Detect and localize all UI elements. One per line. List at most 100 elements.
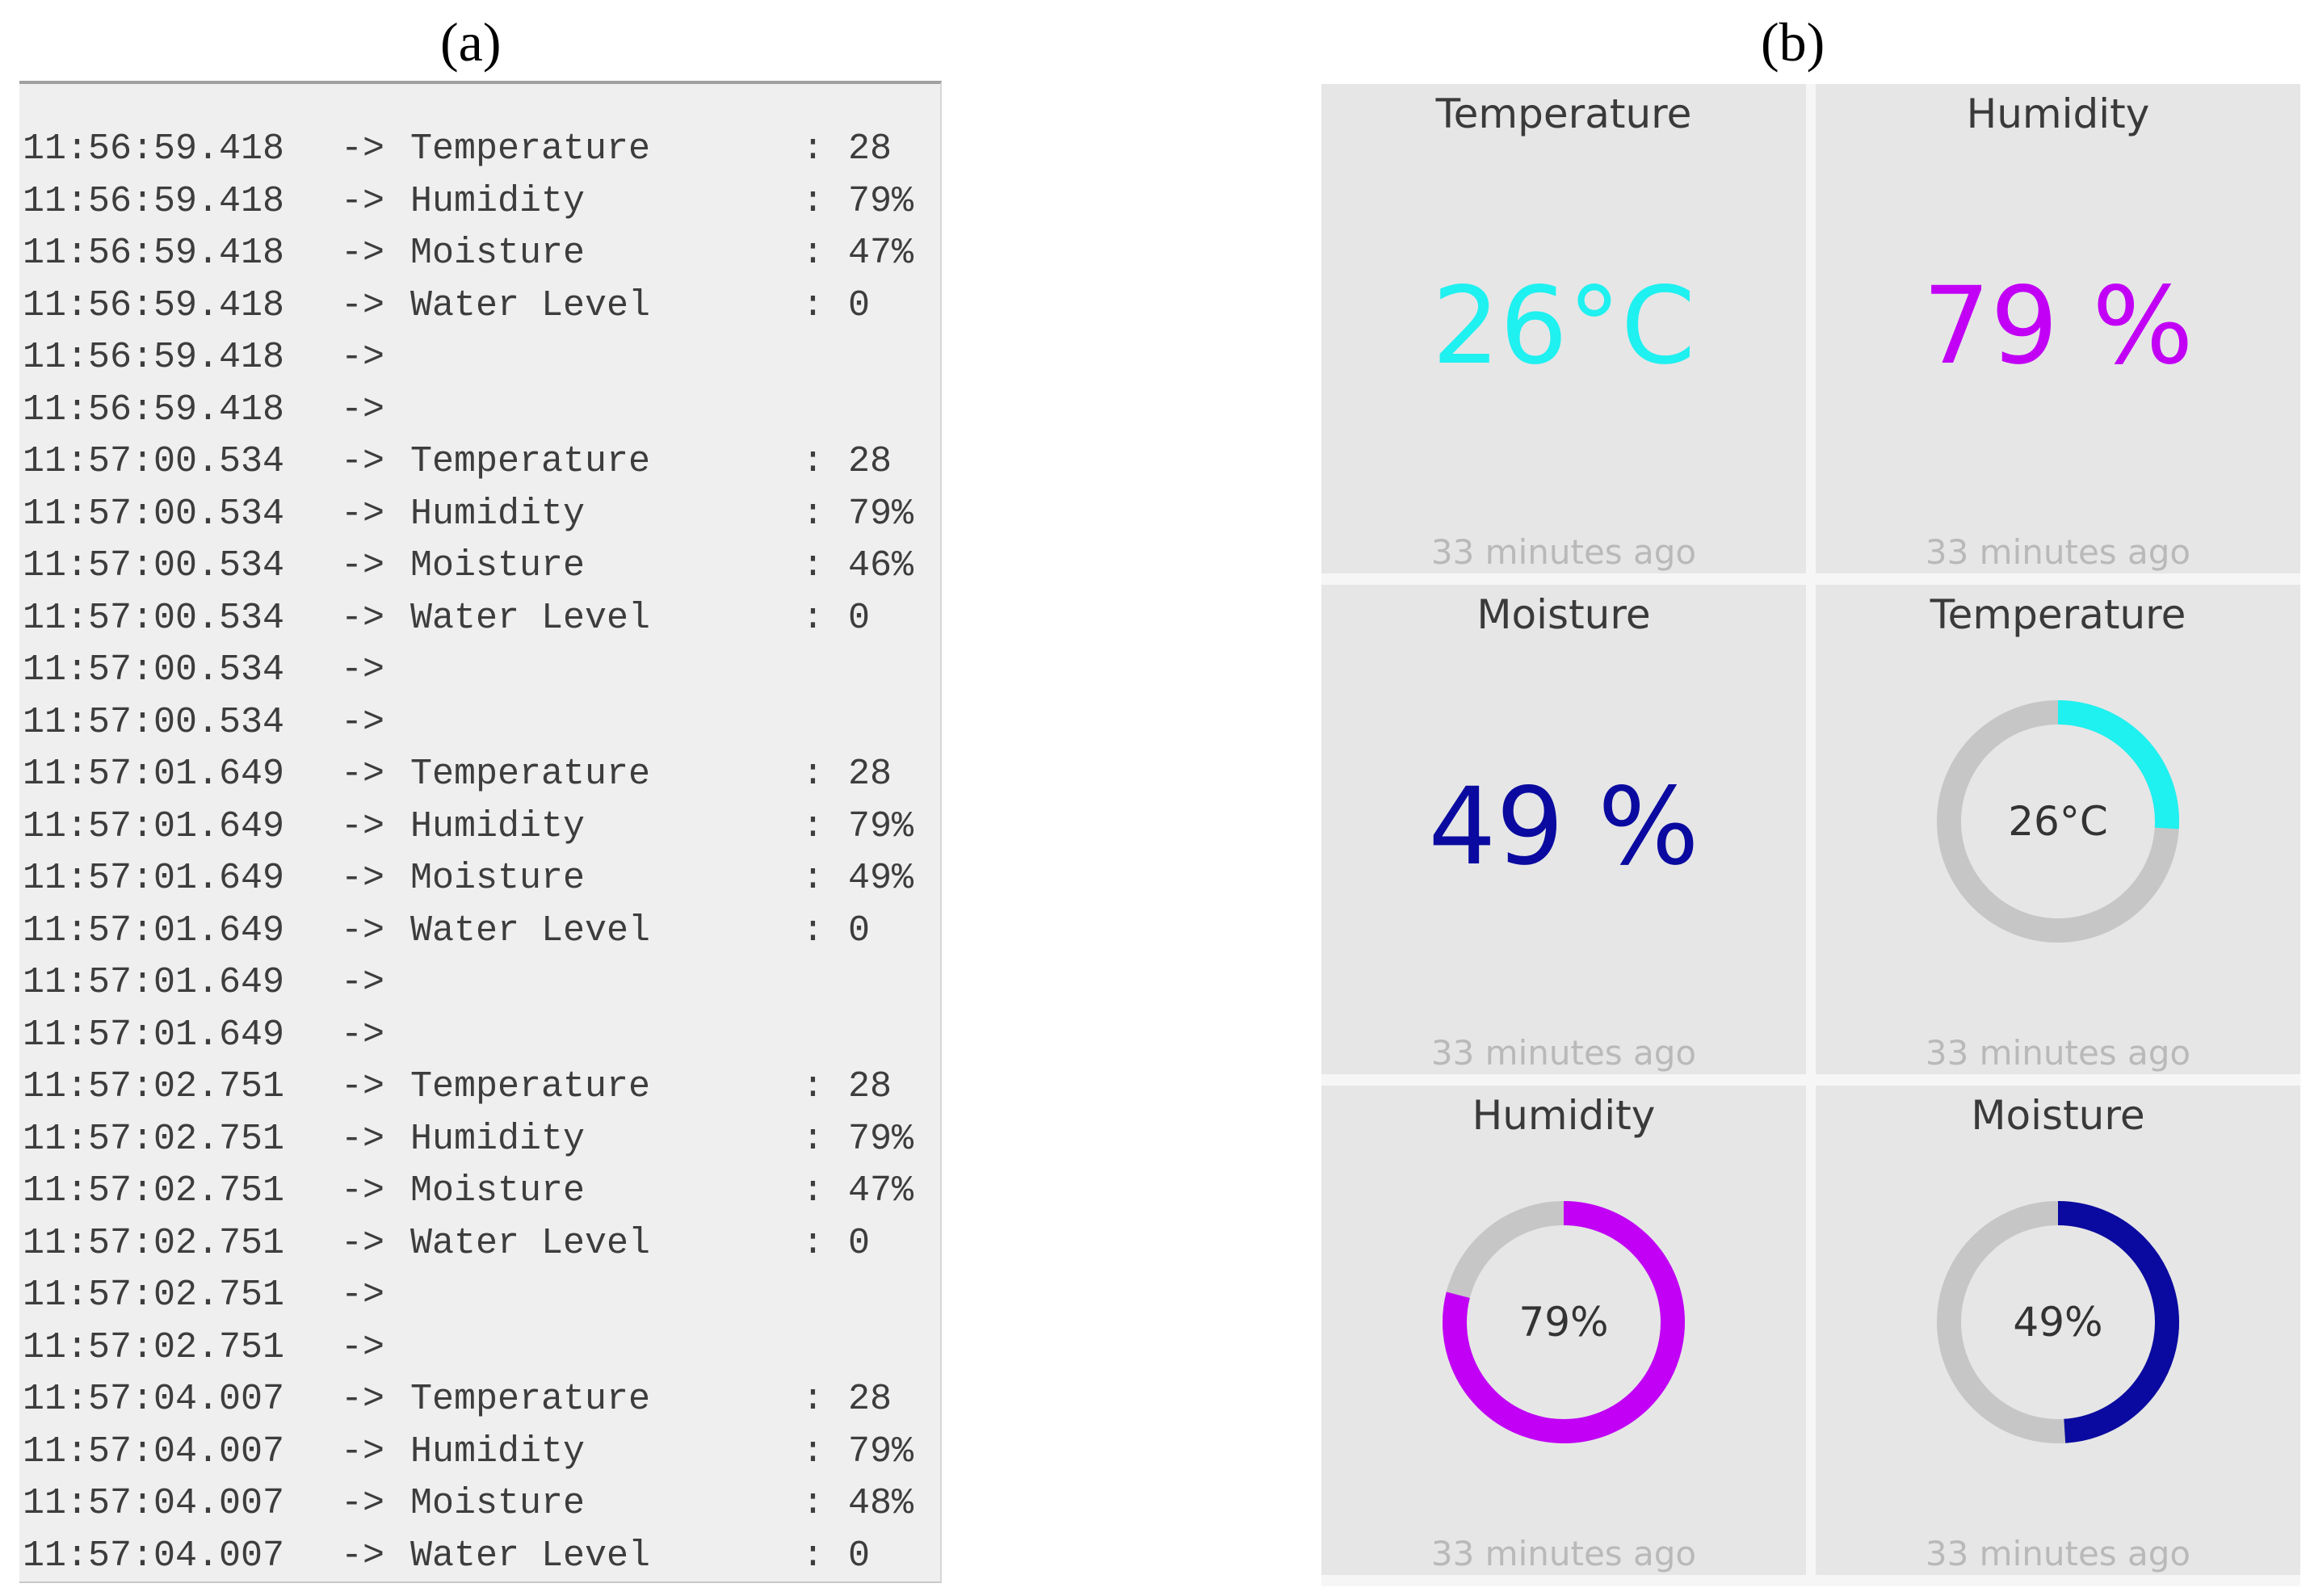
log-separator: :	[802, 1483, 825, 1524]
log-key: Humidity	[410, 1430, 586, 1472]
log-timestamp: 11:57:01.649	[23, 805, 285, 847]
log-key: Humidity	[410, 180, 586, 222]
log-separator: :	[802, 1170, 825, 1212]
log-value: 0	[848, 1222, 871, 1264]
log-separator: :	[802, 493, 825, 535]
log-arrow: ->	[341, 233, 385, 274]
log-arrow: ->	[341, 1118, 385, 1160]
log-timestamp: 11:57:04.007	[23, 1483, 285, 1524]
log-separator: :	[802, 128, 825, 170]
last-updated-text: 33 minutes ago	[1430, 532, 1697, 572]
humidity-donut-gauge	[1443, 1201, 1685, 1443]
log-separator: :	[802, 233, 825, 274]
log-arrow: ->	[341, 1222, 385, 1264]
log-separator: :	[802, 1222, 825, 1264]
gauge-value-label: 79%	[1518, 1299, 1609, 1346]
log-arrow: ->	[341, 701, 385, 743]
moisture-gauge-card[interactable]: Moisture 49% 33 minutes ago	[1816, 1086, 2300, 1575]
log-value: 47%	[848, 1170, 914, 1212]
log-timestamp: 11:57:00.534	[23, 701, 285, 743]
log-value: 79%	[848, 1118, 914, 1160]
log-timestamp: 11:57:04.007	[23, 1430, 285, 1472]
log-arrow: ->	[341, 337, 385, 378]
log-value: 79%	[848, 180, 914, 222]
log-value: 48%	[848, 1483, 914, 1524]
log-arrow: ->	[341, 754, 385, 795]
last-updated-text: 33 minutes ago	[1925, 1534, 2191, 1573]
log-arrow: ->	[341, 180, 385, 222]
serial-monitor-log[interactable]: 11:56:59.418 -> Temperature:28 11:56:59.418…	[19, 81, 942, 1583]
log-timestamp: 11:57:02.751	[23, 1066, 285, 1107]
log-value: 0	[848, 284, 871, 326]
log-separator: :	[802, 284, 825, 326]
log-arrow: ->	[341, 1066, 385, 1107]
log-timestamp: 11:57:00.534	[23, 597, 285, 639]
humidity-value-card[interactable]: Humidity 79 % 33 minutes ago	[1816, 84, 2300, 573]
gauge-fill-arc	[1937, 1201, 2179, 1443]
log-separator: :	[802, 1066, 825, 1107]
log-key: Temperature	[410, 1379, 651, 1420]
log-separator: :	[802, 805, 825, 847]
log-key: Temperature	[410, 128, 651, 170]
card-title: Moisture	[1476, 591, 1651, 638]
log-timestamp: 11:56:59.418	[23, 284, 285, 326]
moisture-value-card[interactable]: Moisture 49 % 33 minutes ago	[1321, 585, 1806, 1074]
log-arrow: ->	[341, 1326, 385, 1368]
log-timestamp: 11:56:59.418	[23, 128, 285, 170]
temperature-gauge-card[interactable]: Temperature 26°C 33 minutes ago	[1816, 585, 2300, 1074]
log-key: Water Level	[410, 597, 651, 639]
log-value: 79%	[848, 1430, 914, 1472]
card-title: Temperature	[1435, 90, 1692, 137]
log-key: Moisture	[410, 233, 586, 274]
log-arrow: ->	[341, 1014, 385, 1056]
log-separator: :	[802, 441, 825, 482]
card-title: Humidity	[1966, 90, 2150, 137]
log-timestamp: 11:57:02.751	[23, 1170, 285, 1212]
moisture-donut-gauge	[1937, 1201, 2179, 1443]
log-timestamp: 11:56:59.418	[23, 388, 285, 430]
temperature-value-card[interactable]: Temperature 26°C 33 minutes ago	[1321, 84, 1806, 573]
log-arrow: ->	[341, 597, 385, 639]
log-key: Water Level	[410, 1535, 651, 1577]
log-arrow: ->	[341, 962, 385, 1003]
log-timestamp: 11:57:00.534	[23, 649, 285, 691]
log-value: 0	[848, 1535, 871, 1577]
log-key: Moisture	[410, 858, 586, 899]
log-separator: :	[802, 597, 825, 639]
log-separator: :	[802, 1535, 825, 1577]
log-timestamp: 11:56:59.418	[23, 180, 285, 222]
last-updated-text: 33 minutes ago	[1430, 1033, 1697, 1073]
humidity-value: 79 %	[1922, 264, 2194, 388]
log-arrow: ->	[341, 545, 385, 586]
log-arrow: ->	[341, 1535, 385, 1577]
log-key: Moisture	[410, 545, 586, 586]
panel-label-a: (a)	[440, 11, 502, 73]
card-title: Humidity	[1472, 1092, 1656, 1139]
log-key: Temperature	[410, 1066, 651, 1107]
log-timestamp: 11:57:04.007	[23, 1535, 285, 1577]
log-arrow: ->	[341, 1379, 385, 1420]
last-updated-text: 33 minutes ago	[1925, 532, 2191, 572]
log-value: 0	[848, 909, 871, 951]
log-timestamp: 11:57:02.751	[23, 1222, 285, 1264]
log-timestamp: 11:57:00.534	[23, 441, 285, 482]
card-title: Moisture	[1971, 1092, 2145, 1139]
moisture-value: 49 %	[1428, 765, 1699, 889]
log-arrow: ->	[341, 128, 385, 170]
log-value: 79%	[848, 805, 914, 847]
log-value: 47%	[848, 233, 914, 274]
log-value: 46%	[848, 545, 914, 586]
gauge-fill-arc	[1937, 700, 2179, 943]
log-separator: :	[802, 180, 825, 222]
sensor-dashboard: Temperature 26°C 33 minutes ago Humidity…	[1321, 84, 2300, 1586]
humidity-gauge-card[interactable]: Humidity 79% 33 minutes ago	[1321, 1086, 1806, 1575]
log-separator: :	[802, 858, 825, 899]
log-timestamp: 11:57:01.649	[23, 754, 285, 795]
log-timestamp: 11:56:59.418	[23, 233, 285, 274]
log-timestamp: 11:57:02.751	[23, 1326, 285, 1368]
log-timestamp: 11:57:01.649	[23, 962, 285, 1003]
log-separator: :	[802, 545, 825, 586]
log-timestamp: 11:57:00.534	[23, 545, 285, 586]
temperature-donut-gauge	[1937, 700, 2179, 943]
log-value: 28	[848, 1066, 892, 1107]
